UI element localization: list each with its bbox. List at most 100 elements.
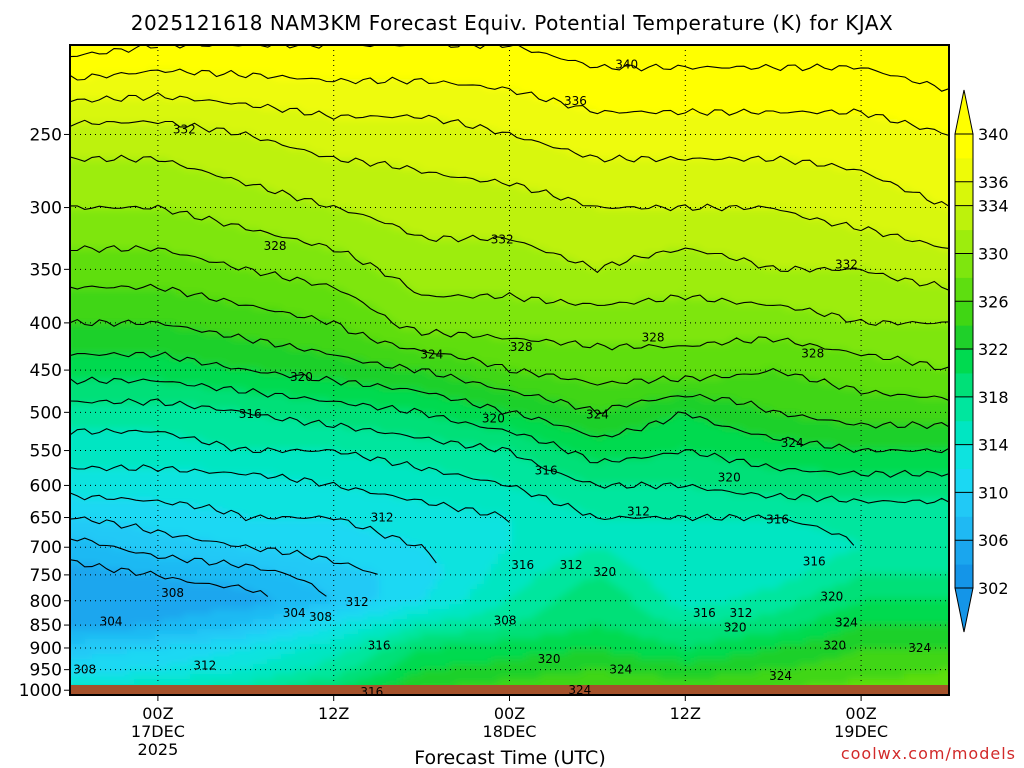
field-cell	[232, 179, 240, 185]
field-cell	[841, 159, 849, 165]
field-cell	[848, 49, 856, 55]
field-cell	[148, 164, 156, 170]
field-cell	[610, 94, 618, 100]
field-cell	[582, 134, 590, 140]
field-cell	[92, 169, 100, 175]
field-cell	[750, 224, 758, 230]
field-cell	[498, 99, 506, 105]
field-cell	[680, 169, 688, 175]
field-cell	[407, 54, 415, 60]
field-cell	[428, 199, 436, 205]
field-cell	[414, 149, 422, 155]
field-cell	[932, 139, 940, 145]
field-cell	[393, 204, 401, 210]
field-cell	[722, 59, 730, 65]
field-cell	[834, 109, 842, 115]
field-cell	[813, 59, 821, 65]
field-cell	[869, 114, 877, 120]
field-cell	[715, 229, 723, 235]
field-cell	[568, 129, 576, 135]
field-cell	[386, 134, 394, 140]
field-cell	[239, 104, 247, 110]
field-cell	[141, 194, 149, 200]
field-cell	[841, 184, 849, 190]
field-cell	[512, 159, 520, 165]
field-cell	[715, 114, 723, 120]
field-cell	[568, 89, 576, 95]
field-cell	[183, 79, 191, 85]
field-cell	[834, 94, 842, 100]
field-cell	[428, 219, 436, 225]
field-cell	[316, 134, 324, 140]
field-cell	[589, 49, 597, 55]
field-cell	[204, 104, 212, 110]
field-cell	[477, 114, 485, 120]
field-cell	[288, 99, 296, 105]
field-cell	[743, 139, 751, 145]
field-cell	[281, 134, 289, 140]
field-cell	[358, 64, 366, 70]
field-cell	[673, 119, 681, 125]
field-cell	[435, 124, 443, 130]
field-cell	[554, 114, 562, 120]
field-cell	[715, 184, 723, 190]
field-cell	[715, 74, 723, 80]
field-cell	[904, 79, 912, 85]
field-cell	[575, 114, 583, 120]
field-cell	[435, 134, 443, 140]
field-cell	[722, 154, 730, 160]
field-cell	[407, 99, 415, 105]
field-cell	[652, 99, 660, 105]
field-cell	[673, 94, 681, 100]
field-cell	[288, 129, 296, 135]
field-cell	[456, 45, 464, 50]
field-cell	[939, 119, 947, 125]
field-cell	[211, 154, 219, 160]
field-cell	[197, 64, 205, 70]
field-cell	[442, 49, 450, 55]
field-cell	[169, 45, 177, 50]
field-cell	[596, 169, 604, 175]
field-cell	[855, 179, 863, 185]
field-cell	[925, 134, 933, 140]
field-cell	[274, 59, 282, 65]
field-cell	[120, 39, 128, 45]
field-cell	[911, 99, 919, 105]
field-cell	[113, 219, 121, 225]
field-cell	[323, 84, 331, 90]
field-cell	[519, 39, 527, 45]
field-cell	[904, 109, 912, 115]
field-cell	[120, 209, 128, 215]
field-cell	[113, 149, 121, 155]
field-cell	[225, 89, 233, 95]
field-cell	[918, 134, 926, 140]
field-cell	[176, 199, 184, 205]
field-cell	[904, 149, 912, 155]
field-cell	[806, 124, 814, 130]
field-cell	[862, 119, 870, 125]
field-cell	[631, 224, 639, 230]
field-cell	[176, 159, 184, 165]
field-cell	[134, 184, 142, 190]
field-cell	[855, 74, 863, 80]
field-cell	[407, 159, 415, 165]
field-cell	[351, 45, 359, 50]
field-cell	[344, 184, 352, 190]
field-cell	[750, 79, 758, 85]
field-cell	[400, 184, 408, 190]
field-cell	[379, 99, 387, 105]
field-cell	[883, 94, 891, 100]
field-cell	[302, 64, 310, 70]
field-cell	[78, 234, 86, 240]
field-cell	[540, 129, 548, 135]
field-cell	[673, 69, 681, 75]
field-cell	[561, 229, 569, 235]
field-cell	[449, 104, 457, 110]
field-cell	[778, 114, 786, 120]
field-cell	[302, 229, 310, 235]
field-cell	[421, 99, 429, 105]
field-cell	[190, 214, 198, 220]
field-cell	[813, 164, 821, 170]
field-cell	[589, 199, 597, 205]
field-cell	[295, 219, 303, 225]
